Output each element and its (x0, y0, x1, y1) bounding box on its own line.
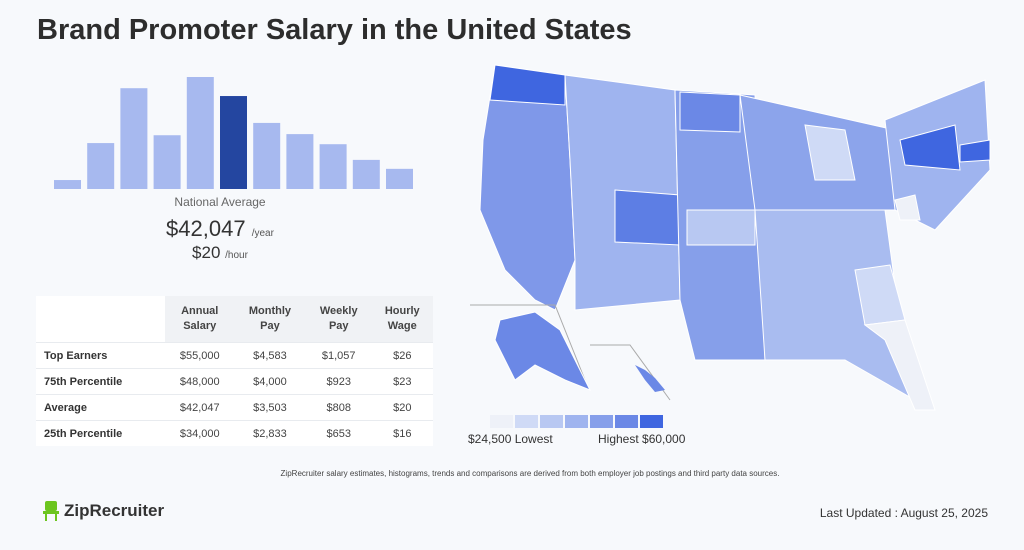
national-average-yearly: $42,047 /year (40, 216, 400, 242)
row-label: 75th Percentile (36, 368, 166, 395)
map-legend (490, 415, 663, 428)
row-value: $1,057 (305, 342, 372, 369)
chair-icon (43, 501, 59, 521)
state-washington (489, 64, 566, 106)
state-florida (863, 319, 936, 411)
legend-swatch (590, 415, 613, 428)
row-value: $808 (305, 394, 372, 421)
legend-swatch (615, 415, 638, 428)
yearly-value: $42,047 (166, 216, 246, 241)
yearly-unit: /year (251, 228, 274, 239)
disclaimer: ZipRecruiter salary estimates, histogram… (280, 469, 780, 478)
row-value: $4,583 (233, 342, 306, 369)
table-row: 75th Percentile $48,000 $4,000 $923 $23 (36, 368, 433, 395)
legend-swatch (640, 415, 663, 428)
histogram-bar (153, 135, 181, 189)
state-new-york (899, 124, 961, 171)
salary-histogram (54, 77, 413, 189)
national-average-label: National Average (174, 195, 266, 209)
row-value: $34,000 (165, 420, 234, 446)
table-row: Top Earners $55,000 $4,583 $1,057 $26 (36, 342, 433, 369)
logo-text: ZipRecruiter (64, 501, 165, 520)
ziprecruiter-logo[interactable]: ZipRecruiter (42, 500, 164, 522)
histogram-bar-national-average (220, 96, 247, 189)
legend-swatch (565, 415, 588, 428)
row-value: $923 (305, 368, 372, 395)
legend-swatch (490, 415, 513, 428)
last-updated: Last Updated : August 25, 2025 (819, 506, 988, 520)
inset-border (470, 304, 586, 381)
header-hourly: Hourly Wage (371, 296, 433, 343)
histogram-bar (352, 159, 380, 189)
histogram-bar (386, 168, 413, 189)
row-value: $48,000 (165, 368, 234, 395)
state-massachusetts (959, 139, 991, 163)
hourly-unit: /hour (225, 250, 248, 261)
table-row: 25th Percentile $34,000 $2,833 $653 $16 (36, 420, 433, 446)
state-michigan (804, 124, 856, 181)
legend-low-label: $24,500 Lowest (468, 432, 553, 446)
row-label: Top Earners (36, 342, 166, 369)
histogram-bar (319, 144, 347, 189)
row-value: $4,000 (233, 368, 306, 395)
row-value: $3,503 (233, 394, 306, 421)
us-map (470, 64, 991, 411)
state-west-virginia (894, 194, 921, 221)
histogram-bar (120, 88, 148, 189)
legend-high-label: Highest $60,000 (598, 432, 686, 446)
legend-swatch (515, 415, 538, 428)
table-row: Average $42,047 $3,503 $808 $20 (36, 394, 433, 421)
row-value: $16 (371, 420, 433, 446)
state-north-dakota (679, 91, 741, 133)
legend-swatch (540, 415, 563, 428)
histogram-bar (87, 143, 115, 189)
histogram-bar (253, 122, 281, 189)
header-weekly: Weekly Pay (305, 296, 372, 343)
salary-table: Annual Salary Monthly Pay Weekly Pay Hourly… (36, 296, 433, 446)
state-hawaii (635, 365, 665, 392)
row-value: $23 (371, 368, 433, 395)
state-alaska (494, 311, 592, 391)
row-value: $2,833 (233, 420, 306, 446)
national-average-hourly: $20 /hour (40, 243, 400, 263)
state-kansas (686, 209, 756, 246)
header-annual: Annual Salary (165, 296, 234, 343)
histogram-bar (186, 77, 214, 189)
page-title: Brand Promoter Salary in the United Stat… (37, 14, 632, 46)
row-value: $653 (305, 420, 372, 446)
row-value: $26 (371, 342, 433, 369)
header-monthly: Monthly Pay (233, 296, 306, 343)
header-blank (36, 296, 166, 343)
row-label: 25th Percentile (36, 420, 166, 446)
row-value: $20 (371, 394, 433, 421)
hourly-value: $20 (192, 243, 221, 262)
histogram-bar (286, 134, 314, 189)
row-value: $55,000 (165, 342, 234, 369)
row-label: Average (36, 394, 166, 421)
row-value: $42,047 (165, 394, 234, 421)
inset-border-hawaii (590, 344, 671, 401)
state-colorado (614, 189, 681, 246)
histogram-bar (54, 180, 81, 189)
